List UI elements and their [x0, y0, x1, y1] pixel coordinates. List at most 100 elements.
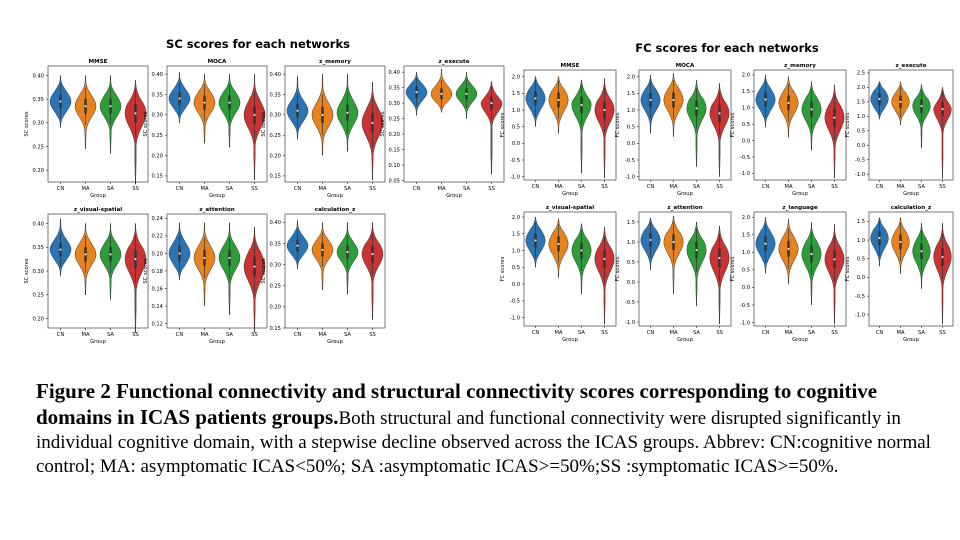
sc-1-ytick-label: 0.25	[151, 133, 163, 139]
fc-2-frame	[753, 69, 847, 181]
fc-0-xtick-label: MA	[554, 184, 562, 190]
sc-6-title: calculation_z	[315, 207, 355, 213]
sc-0-median-dot	[109, 105, 112, 108]
sc-1-xlabel: Group	[209, 193, 225, 199]
fc-1-panel: MOCA -1.0 -0.5 0.0 0.5 1.0 1.5 2.0 FC scores Grou…	[615, 63, 732, 197]
sc-6-xtick-label: CN	[294, 332, 302, 338]
fc-0-median-dot	[580, 104, 583, 106]
fc-3-ytick-label: 0.0	[857, 143, 865, 149]
fc-3-panel: z_execute -1.0 -0.5 0.0 0.5 1.0 1.5 2.0 2.5 FC sc…	[845, 63, 954, 197]
sc-2-xtick-label: CN	[294, 186, 302, 192]
fc-2-ytick-label: 0.0	[742, 138, 750, 144]
fc-0-title: MMSE	[561, 63, 580, 69]
fc-7-median-dot	[941, 255, 944, 258]
fc-7-ytick-label: -0.5	[855, 294, 865, 300]
fc-5-xtick-label: CN	[647, 330, 655, 336]
sc-1-median-dot	[228, 101, 231, 104]
sc-5-ytick-label: 0.12	[151, 321, 163, 327]
sc-3-median-dot	[440, 92, 443, 95]
fc-4-ytick-label: 0.0	[512, 282, 520, 288]
fc-0-xtick-label: SA	[578, 184, 585, 190]
sc-0-xtick-label: SS	[132, 186, 139, 192]
fc-0-panel: MMSE -1.0 -0.5 0.0 0.5 1.0 1.5 2.0 FC scores Grou…	[500, 63, 617, 197]
sc-2-median-dot	[296, 109, 299, 112]
sc-0-ytick-label: 0.30	[32, 121, 44, 127]
fc-3-ylabel: FC scores	[845, 112, 851, 137]
fc-4-median-dot	[557, 242, 560, 245]
sc-3-violin-ss	[480, 81, 503, 175]
fc-0-xlabel: Group	[562, 191, 578, 197]
fc-6-ylabel: FC scores	[730, 256, 736, 281]
sc-3-frame	[403, 65, 505, 183]
sc-6-ytick-label: 0.25	[269, 284, 281, 290]
sc-1-ytick-label: 0.35	[151, 92, 163, 98]
fc-3-median-dot	[878, 97, 881, 100]
sc-5-ytick-label: 0.24	[151, 216, 163, 222]
fc-5-panel: z_attention -1.0 -0.5 0.0 0.5 1.0 1.5 FC scores…	[615, 205, 732, 343]
fc-7-xtick-label: SA	[918, 330, 925, 336]
fc-3-ytick-label: 0.5	[857, 129, 865, 135]
fc-5-xtick-label: MA	[669, 330, 677, 336]
fc-4-frame	[523, 211, 617, 327]
sc-3-xlabel: Group	[446, 193, 462, 199]
sc-4-xtick-label: SA	[107, 332, 114, 338]
sc-4-title: z_visual-spatial	[74, 207, 122, 213]
fc-5-median-dot	[672, 241, 675, 243]
fc-1-ylabel: FC scores	[615, 112, 621, 137]
fc-2-xtick-label: SS	[831, 184, 838, 190]
sc-2-median-dot	[371, 121, 374, 124]
sc-6-median-dot	[346, 251, 349, 253]
fc-3-ytick-label: 1.0	[857, 114, 865, 120]
fc-5-xtick-label: SA	[693, 330, 700, 336]
sc-1-ylabel: SC scores	[143, 111, 149, 137]
fc-6-ytick-label: 1.5	[742, 233, 750, 239]
fc-6-xtick-label: SA	[808, 330, 815, 336]
fc-3-ytick-label: -1.0	[855, 172, 865, 178]
sc-0-median-dot	[59, 100, 62, 103]
fc-3-ytick-label: -0.5	[855, 158, 865, 164]
sc-0-xtick-label: SA	[107, 186, 114, 192]
sc-2-ytick-label: 0.20	[269, 153, 281, 159]
fc-7-xtick-label: SS	[939, 330, 946, 336]
fc-2-xtick-label: SA	[808, 184, 815, 190]
fc-1-xtick-label: CN	[647, 184, 655, 190]
sc-3-xtick-label: SA	[463, 186, 470, 192]
fc-5-ytick-label: -0.5	[625, 300, 635, 306]
sc-5-ytick-label: 0.16	[151, 286, 163, 292]
fc-3-ytick-label: 2.5	[857, 71, 865, 77]
sc-6-xlabel: Group	[327, 339, 343, 345]
fc-0-xtick-label: CN	[532, 184, 540, 190]
sc-6-xtick-label: MA	[318, 332, 326, 338]
fc-5-median-dot	[695, 249, 698, 251]
sc-3-ytick-label: 0.30	[388, 101, 400, 107]
fc-7-panel: calculation_z -1.0 -0.5 0.0 0.5 1.0 1.5 FC scor…	[845, 205, 954, 343]
sc-5-ytick-label: 0.20	[151, 251, 163, 257]
fc-2-ytick-label: -0.5	[740, 155, 750, 161]
fc-6-xtick-label: MA	[784, 330, 792, 336]
fc-7-ytick-label: -1.0	[855, 313, 865, 319]
sc-6-frame	[284, 213, 386, 329]
sc-3-ytick-label: 0.35	[388, 85, 400, 91]
fc-6-ytick-label: 0.5	[742, 268, 750, 274]
sc-1-ytick-label: 0.20	[151, 153, 163, 159]
sc-4-ytick-label: 0.40	[32, 221, 44, 227]
sc-3-xtick-label: SS	[488, 186, 495, 192]
sc-1-xtick-label: SS	[251, 186, 258, 192]
fc-0-ytick-label: 1.0	[512, 108, 520, 114]
fc-7-median-dot	[920, 250, 923, 253]
fc-0-ytick-label: -0.5	[510, 158, 520, 164]
sc-1-frame	[166, 65, 268, 183]
fc-2-median-dot	[764, 98, 767, 101]
fc-4-xtick-label: MA	[554, 330, 562, 336]
fc-4-xtick-label: SS	[601, 330, 608, 336]
fc-5-median-dot	[718, 257, 721, 259]
fc-2-ylabel: FC scores	[730, 112, 736, 137]
fc-3-violin-ss	[933, 87, 952, 179]
sc-5-ylabel: SC scores	[143, 258, 149, 284]
sc-0-ytick-label: 0.20	[32, 168, 44, 174]
fc-0-violin-sa	[571, 79, 592, 174]
sc-5-panel: z_attention 0.12 0.14 0.16 0.18 0.20 0.22 0.24 S…	[143, 207, 268, 345]
sc-3-median-dot	[465, 92, 468, 95]
fc-3-xtick-label: SA	[918, 184, 925, 190]
sc-4-xlabel: Group	[90, 339, 106, 345]
